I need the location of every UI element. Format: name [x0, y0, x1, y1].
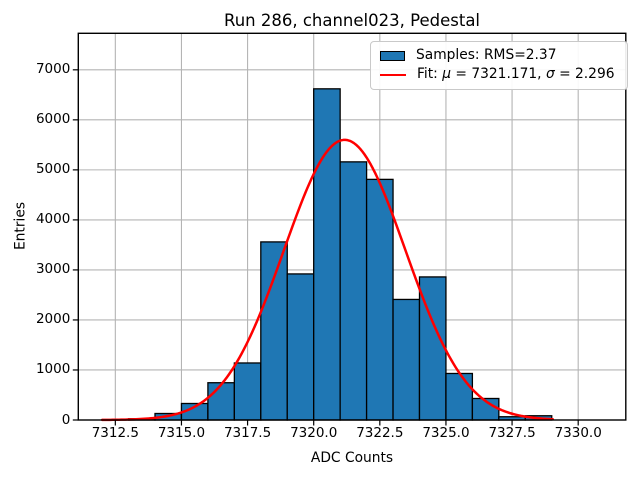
legend-entry-samples: Samples: RMS=2.37 — [380, 47, 621, 64]
fit-curve — [100, 138, 555, 422]
y-tick-label: 1000 — [35, 361, 71, 378]
y-tick-label: 6000 — [35, 111, 71, 128]
y-tick-label: 2000 — [35, 311, 71, 328]
histogram-bar — [233, 362, 262, 421]
y-axis-label: Entries — [12, 201, 29, 251]
x-tick-label: 7320.0 — [290, 425, 338, 441]
y-tick-label: 5000 — [35, 161, 71, 178]
legend-fit-label: Fit: μ = 7321.171, σ = 2.296 — [417, 66, 615, 83]
histogram-bar — [313, 88, 341, 421]
y-tick-label: 7000 — [35, 61, 71, 78]
histogram-swatch-icon — [380, 51, 405, 62]
y-tick-label: 0 — [61, 411, 71, 428]
y-tick-label: 3000 — [35, 261, 71, 278]
x-tick-label: 7327.5 — [488, 425, 536, 441]
histogram-bar — [207, 382, 236, 421]
chart-title: Run 286, channel023, Pedestal — [223, 11, 481, 30]
axes-frame — [77, 32, 627, 421]
x-tick-label: 7317.5 — [223, 425, 272, 441]
legend-entry-fit: Fit: μ = 7321.171, σ = 2.296 — [380, 66, 621, 83]
legend-fit-prefix: Fit: — [417, 66, 443, 83]
tick-marks — [72, 69, 579, 426]
x-tick-label: 7315.0 — [157, 425, 206, 441]
legend-fit-suffix: = 2.296 — [554, 66, 615, 83]
legend-fit-mu-symbol: μ — [442, 66, 451, 83]
histogram-bar — [286, 273, 315, 421]
x-tick-label: 7325.0 — [422, 425, 470, 441]
histogram-bar — [365, 178, 394, 421]
x-tick-label: 7312.5 — [91, 425, 139, 441]
x-axis-label: ADC Counts — [310, 450, 394, 466]
x-tick-label: 7322.5 — [356, 425, 404, 441]
legend-samples-label: Samples: RMS=2.37 — [416, 47, 557, 64]
histogram-bar — [339, 161, 368, 421]
x-tick-label: 7330.0 — [554, 425, 602, 441]
histogram-bar — [392, 298, 421, 421]
legend-fit-mid: = 7321.171, — [451, 66, 546, 83]
y-tick-label: 4000 — [35, 211, 71, 228]
histogram-bar — [445, 372, 474, 421]
legend-fit-sigma-symbol: σ — [545, 66, 555, 83]
histogram-bar — [260, 241, 288, 421]
legend: Samples: RMS=2.37 Fit: μ = 7321.171, σ =… — [370, 41, 628, 90]
fit-line-swatch-icon — [380, 73, 406, 76]
